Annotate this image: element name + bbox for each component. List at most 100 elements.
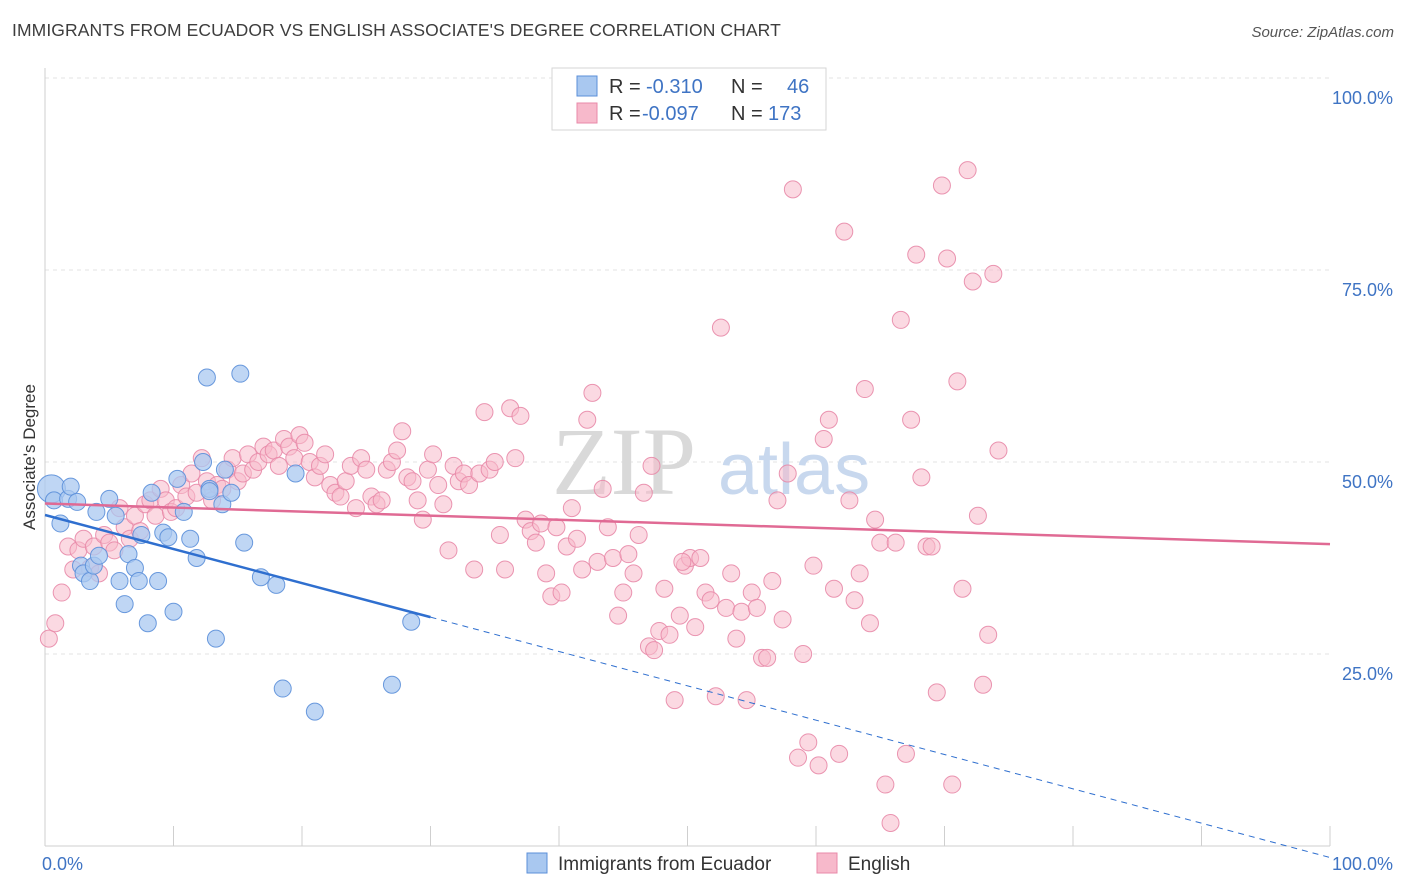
english-point	[974, 675, 993, 694]
legend-r-value-ecuador: -0.310	[646, 76, 703, 98]
english-point	[39, 629, 58, 648]
english-point	[52, 583, 71, 602]
english-point	[506, 449, 525, 468]
ecuador-point	[138, 614, 157, 633]
ecuador-point	[235, 533, 254, 552]
english-point	[732, 602, 751, 621]
watermark-zip: ZIP	[552, 408, 696, 515]
english-point	[413, 510, 432, 529]
english-point	[269, 456, 288, 475]
ecuador-point	[231, 364, 250, 383]
english-point	[547, 518, 566, 537]
english-point	[984, 264, 1003, 283]
english-point	[511, 406, 530, 425]
english-point	[593, 479, 612, 498]
english-point	[706, 687, 725, 706]
english-point	[789, 748, 808, 767]
english-point	[603, 549, 622, 567]
ecuador-point	[61, 477, 80, 496]
english-point	[465, 560, 484, 579]
english-point	[439, 541, 458, 560]
english-point	[388, 441, 407, 460]
ecuador-point	[197, 368, 216, 387]
ecuador-point	[68, 492, 87, 511]
ecuador-point	[89, 546, 108, 565]
english-point	[881, 813, 900, 832]
english-point	[886, 533, 905, 552]
watermark: ZIP atlas	[552, 408, 870, 515]
english-point	[778, 464, 797, 483]
x-tick-label: 100.0%	[1332, 854, 1393, 874]
english-trend-line	[44, 502, 1331, 546]
english-point	[717, 598, 736, 617]
ecuador-point	[206, 629, 225, 648]
english-point	[963, 272, 982, 291]
x-tick-label: 0.0%	[42, 854, 83, 874]
ecuador-point	[305, 702, 324, 721]
english-point	[850, 564, 869, 583]
english-point	[824, 579, 843, 598]
english-point	[418, 460, 437, 479]
english-point	[434, 495, 453, 514]
ecuador-point	[80, 572, 99, 591]
trend-lines	[44, 502, 1331, 859]
english-point	[686, 618, 705, 637]
english-point	[943, 775, 962, 794]
english-point	[773, 610, 792, 629]
english-point	[794, 645, 813, 663]
y-tick-labels: 100.0% 75.0% 50.0% 25.0%	[1332, 88, 1393, 684]
series-legend: Immigrants from Ecuador English	[526, 852, 910, 875]
english-point	[485, 453, 504, 471]
english-point	[619, 545, 638, 564]
english-point	[146, 506, 165, 525]
english-point	[670, 606, 689, 625]
axes	[44, 68, 1331, 847]
english-point	[642, 456, 661, 475]
english-point	[573, 560, 592, 579]
english-point	[922, 537, 941, 556]
legend-swatch-ecuador	[576, 75, 598, 97]
english-point	[393, 422, 412, 441]
series-legend-swatch-ecuador	[526, 852, 548, 874]
ecuador-point	[142, 483, 161, 502]
english-point	[866, 510, 885, 529]
ecuador-point	[168, 469, 187, 488]
english-point	[896, 744, 915, 763]
ecuador-point	[164, 602, 183, 621]
english-point	[855, 380, 874, 399]
ecuador-point	[159, 528, 178, 547]
english-point	[912, 468, 931, 487]
legend-r-label-ecuador: R =	[609, 76, 641, 98]
english-point	[799, 733, 818, 752]
legend-swatch-english	[576, 102, 598, 124]
english-point	[948, 372, 967, 391]
english-point	[907, 245, 926, 264]
english-point	[691, 549, 710, 567]
english-point	[727, 629, 746, 648]
english-point	[927, 683, 946, 702]
english-point	[336, 472, 355, 491]
english-point	[46, 614, 65, 633]
y-tick-label: 50.0%	[1342, 472, 1393, 492]
english-point	[532, 514, 551, 533]
ecuador-point	[100, 489, 119, 508]
english-point	[645, 641, 664, 660]
english-point	[891, 310, 910, 329]
english-point	[742, 583, 761, 602]
english-point	[958, 161, 977, 180]
english-point	[634, 483, 653, 502]
ecuador-point	[149, 572, 168, 591]
english-point	[429, 476, 448, 495]
ecuador-point	[215, 460, 234, 479]
english-point	[737, 691, 756, 710]
english-point	[835, 222, 854, 241]
english-point	[403, 472, 422, 491]
english-point	[758, 648, 777, 667]
english-point	[968, 506, 987, 525]
series-legend-label-ecuador: Immigrants from Ecuador	[558, 854, 772, 875]
english-point	[588, 552, 607, 571]
english-point	[490, 525, 509, 544]
english-point	[567, 529, 586, 548]
english-point	[747, 598, 766, 617]
english-point	[552, 583, 571, 602]
